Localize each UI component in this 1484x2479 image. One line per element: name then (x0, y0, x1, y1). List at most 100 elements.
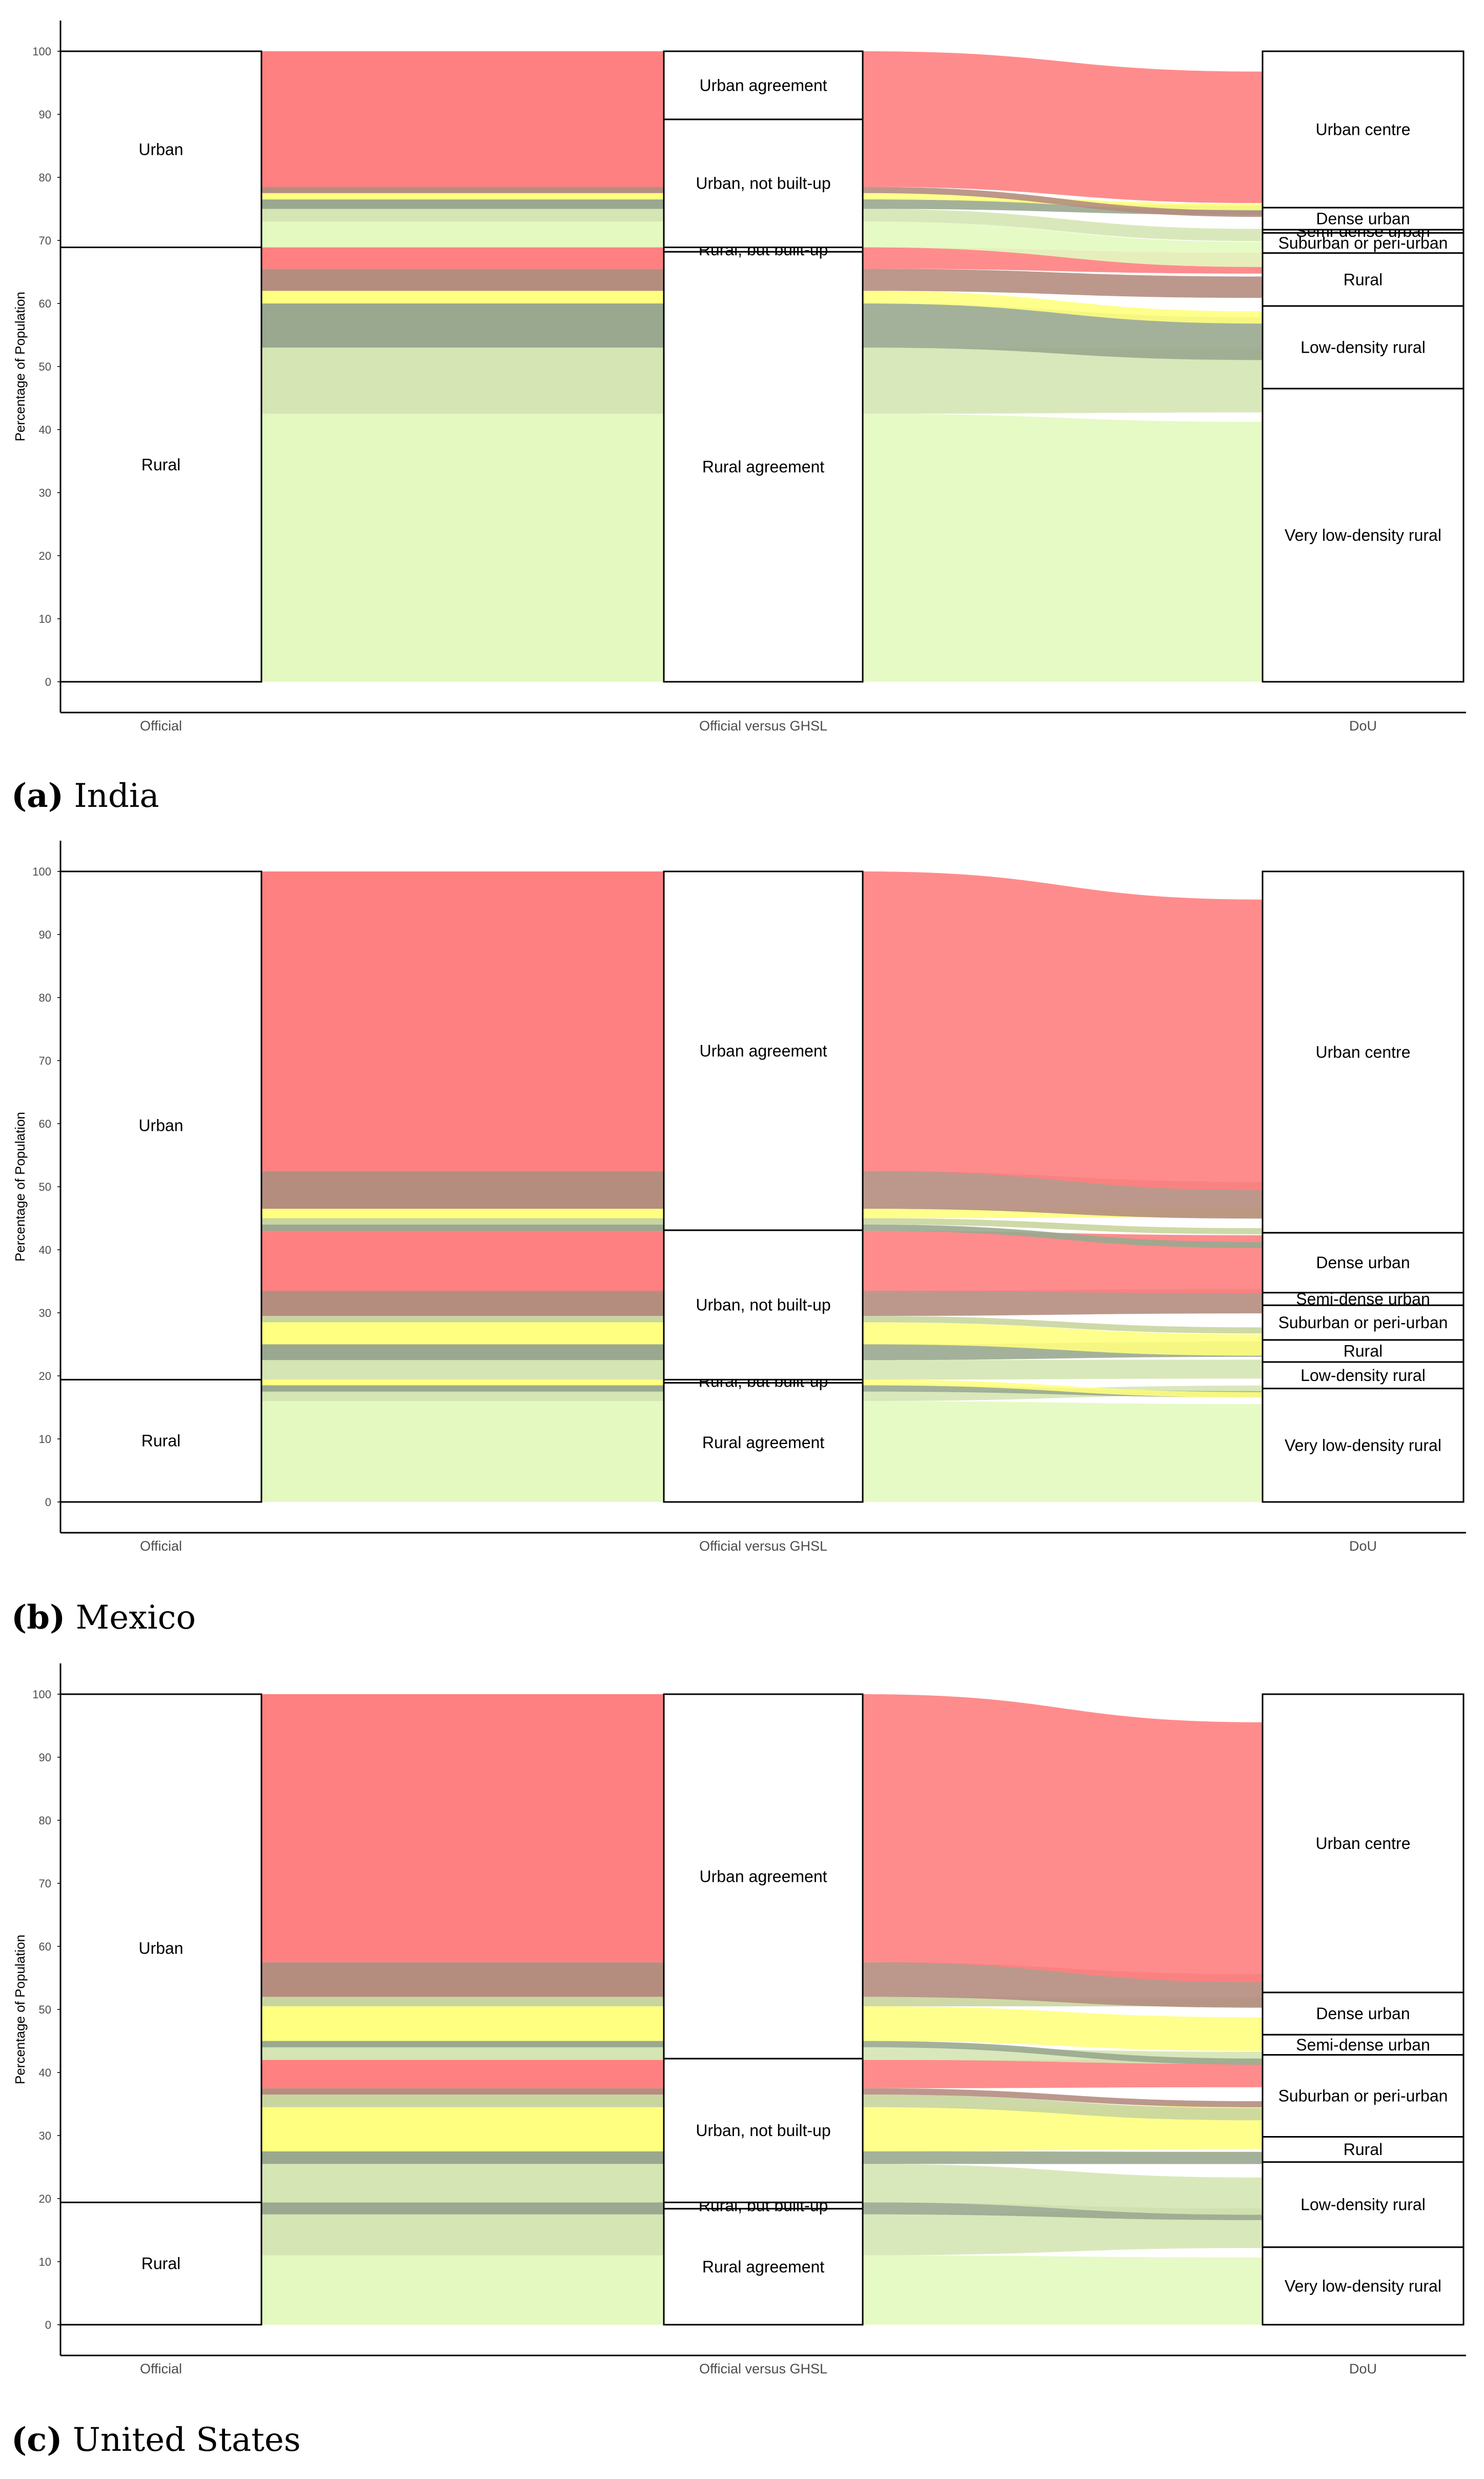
x-axis-label-dou: DoU (1349, 2361, 1377, 2376)
flow-band-left (261, 1694, 664, 1962)
flow-band-right (863, 291, 1263, 324)
node-rural-agreement (663, 2208, 864, 2326)
y-tick-label: 70 (39, 234, 51, 247)
node-column-dou: Very low-density rural Low-density rural R… (1262, 1693, 1465, 2326)
node-rural (1262, 252, 1465, 307)
flow-band-right (863, 1289, 1263, 1316)
x-axis-label-official-versus-ghsl: Official versus GHSL (699, 1538, 827, 1554)
flow-band-left (261, 2255, 664, 2325)
flow-band-right (863, 2164, 1263, 2215)
node-low-density-rural (1262, 2161, 1465, 2248)
flow-band-right (863, 1322, 1263, 1356)
flow-band-left (261, 1224, 664, 1231)
node-label-urban-not-built-up: Urban, not built-up (696, 174, 830, 193)
flow-band-right (863, 2202, 1263, 2220)
flow-band-left (261, 1316, 664, 1323)
flow-band-left (261, 209, 664, 222)
y-tick-label: 10 (39, 613, 51, 625)
y-tick-label: 30 (39, 486, 51, 499)
node-label-rural: Rural (141, 2254, 180, 2273)
panel-letter: (b) (11, 1598, 66, 1637)
node-dense-urban (1262, 1232, 1465, 1294)
node-label-urban-centre: Urban centre (1316, 120, 1411, 139)
flow-band-left (261, 2214, 664, 2256)
flow-band-left (261, 1322, 664, 1345)
flow-band-right (863, 209, 1263, 241)
flow-bands (261, 1694, 1263, 2325)
node-urban-agreement (663, 1693, 864, 2060)
y-tick-label: 70 (39, 1054, 51, 1067)
flow-band-right (863, 2151, 1263, 2164)
flow-band-left (261, 348, 664, 414)
y-tick-label: 100 (32, 865, 51, 878)
x-axis-label-dou: DoU (1349, 718, 1377, 734)
x-axis-label-dou: DoU (1349, 1538, 1377, 1554)
flow-band-right (863, 414, 1263, 682)
y-tick-label: 90 (39, 928, 51, 941)
flow-band-left (261, 1385, 664, 1392)
flow-band-right (863, 1218, 1263, 1234)
y-tick-label: 50 (39, 2003, 51, 2016)
flow-band-left (261, 1209, 664, 1218)
node-label-semi-dense-urban: Semi-dense urban (1296, 2036, 1430, 2054)
y-tick-label: 20 (39, 550, 51, 562)
node-label-very-low-density-rural: Very low-density rural (1285, 1436, 1441, 1454)
panel-letter: (a) (11, 777, 64, 815)
panel-caption-india: (a) India (11, 777, 159, 815)
node-column-dou: Very low-density rural Low-density rural R… (1262, 50, 1465, 683)
node-urban-agreement (663, 870, 864, 1231)
flow-band-left (261, 2041, 664, 2047)
node-suburban-or-peri-urban (1262, 2054, 1465, 2138)
node-label-urban-agreement: Urban agreement (699, 1867, 827, 1885)
node-label-suburban-or-peri-urban: Suburban or peri-urban (1278, 234, 1448, 252)
node-rural-agreement (663, 1382, 864, 1503)
node-label-urban-centre: Urban centre (1316, 1834, 1411, 1853)
node-label-rural: Rural (141, 455, 180, 474)
node-urban-centre (1262, 870, 1465, 1234)
node-label-suburban-or-peri-urban: Suburban or peri-urban (1278, 1313, 1448, 1332)
y-tick-label: 80 (39, 1814, 51, 1827)
node-very-low-density-rural (1262, 388, 1465, 683)
flow-band-left (261, 1997, 664, 2006)
node-label-dense-urban: Dense urban (1316, 2004, 1410, 2023)
node-very-low-density-rural (1262, 1388, 1465, 1503)
node-urban-not-built-up (663, 1229, 864, 1380)
flow-band-left (261, 193, 664, 200)
flow-band-right (863, 1401, 1263, 1502)
node-urban (59, 1693, 262, 2203)
node-dense-urban (1262, 1992, 1465, 2036)
panel-name: Mexico (75, 1599, 196, 1637)
node-label-urban-not-built-up: Urban, not built-up (696, 2121, 830, 2140)
node-urban (59, 50, 262, 249)
x-axis-label-official-versus-ghsl: Official versus GHSL (699, 718, 827, 734)
node-urban-not-built-up (663, 118, 864, 249)
flow-band-left (261, 871, 664, 1171)
node-rural (1262, 1339, 1465, 1363)
flow-band-right (863, 2255, 1263, 2325)
y-tick-label: 0 (45, 676, 51, 688)
flow-band-left (261, 2006, 664, 2041)
flow-band-left (261, 2095, 664, 2107)
y-tick-label: 30 (39, 2129, 51, 2142)
node-rural (59, 2201, 262, 2326)
y-tick-label: 50 (39, 1181, 51, 1193)
flow-band-right (863, 2041, 1263, 2065)
y-tick-label: 80 (39, 991, 51, 1004)
flow-band-left (261, 2202, 664, 2214)
flow-band-left (261, 51, 664, 187)
flow-band-right (863, 2208, 1263, 2256)
flow-bands (261, 871, 1263, 1502)
node-label-urban-agreement: Urban agreement (699, 76, 827, 94)
node-label-rural: Rural (141, 1432, 180, 1450)
flow-band-right (863, 187, 1263, 217)
alluvial-chart-india: 0 10 20 30 40 50 60 70 80 90 100 Percentage of Popu… (12, 21, 1466, 734)
node-rural-agreement (663, 251, 864, 683)
y-tick-label: 40 (39, 2066, 51, 2079)
node-label-rural: Rural (1344, 2140, 1383, 2159)
node-urban-centre (1262, 1693, 1465, 1994)
x-axis-label-official: Official (140, 2361, 182, 2376)
node-label-urban: Urban (138, 1939, 183, 1958)
node-label-urban: Urban (138, 140, 183, 158)
flow-band-left (261, 303, 664, 348)
